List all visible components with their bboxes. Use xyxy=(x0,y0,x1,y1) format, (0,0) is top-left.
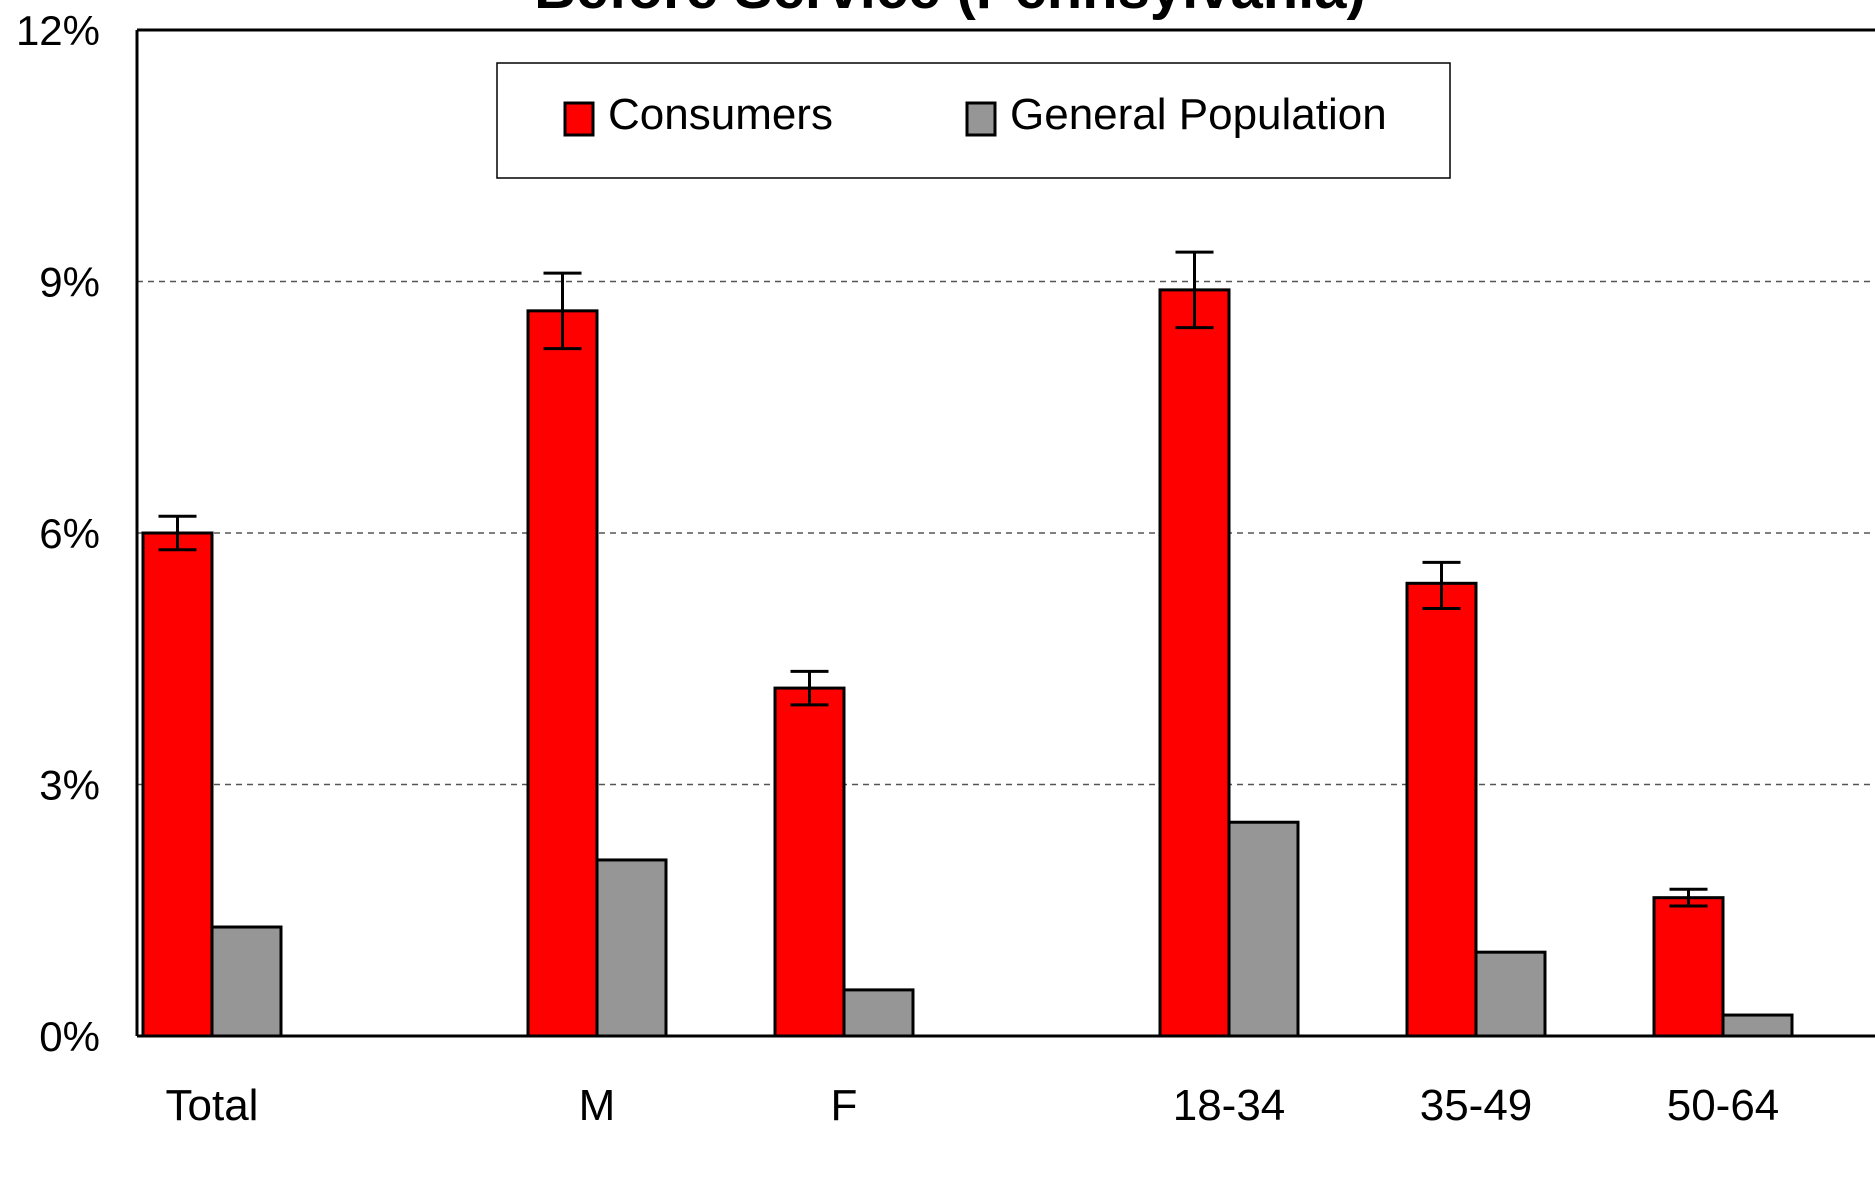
bar-general-population xyxy=(1227,820,1300,1038)
bar-general-population xyxy=(210,925,283,1038)
chart-title: Before Service (Pennsylvania) xyxy=(534,0,1366,21)
bar-general-population xyxy=(842,988,915,1038)
y-tick-label: 3% xyxy=(39,762,100,809)
bar-consumers xyxy=(141,531,214,1038)
legend-label-general-population: General Population xyxy=(1010,90,1387,139)
bar-consumers xyxy=(1405,581,1478,1038)
x-category-label: 50-64 xyxy=(1667,1081,1780,1130)
x-category-label: M xyxy=(579,1081,616,1130)
x-category-label: Total xyxy=(166,1081,259,1130)
bar-consumers xyxy=(526,309,599,1038)
x-category-label: 35-49 xyxy=(1420,1081,1533,1130)
y-tick-label: 0% xyxy=(39,1013,100,1060)
bar-general-population xyxy=(1474,950,1547,1038)
legend-swatch-consumers xyxy=(563,101,595,137)
bar-consumers xyxy=(773,686,846,1038)
bar-general-population xyxy=(595,858,668,1038)
y-tick-label: 9% xyxy=(39,259,100,306)
bar-consumers xyxy=(1652,896,1725,1038)
bar-general-population xyxy=(1721,1013,1794,1038)
bar-consumers xyxy=(1158,288,1231,1038)
legend-swatch-general-population xyxy=(965,101,997,137)
x-category-label: F xyxy=(831,1081,858,1130)
legend-label-consumers: Consumers xyxy=(608,90,833,139)
y-tick-label: 6% xyxy=(39,510,100,557)
y-tick-label: 12% xyxy=(16,7,100,54)
x-category-label: 18-34 xyxy=(1173,1081,1286,1130)
